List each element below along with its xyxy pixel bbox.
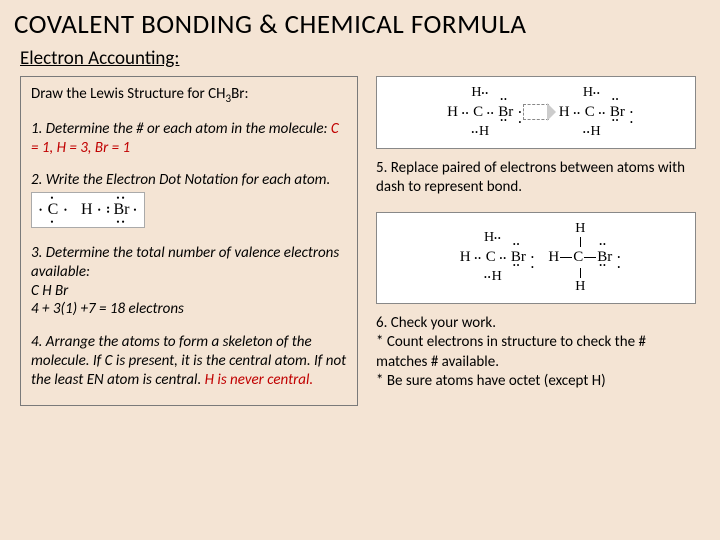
step5-text: 5. Replace paired of electrons between a… (376, 159, 685, 197)
struct-dots-copy: H•• H •• C •• ••Br•••• ••H (460, 228, 526, 287)
step6-line3: * Be sure atoms have octet (except H) (376, 372, 696, 392)
atom-br: •• •• Br • •• (114, 196, 130, 224)
intro-line: Draw the Lewis Structure for CH3Br: (31, 85, 347, 106)
step-1: 1. Determine the # or each atom in the m… (31, 120, 347, 158)
right-column: H•• H •• C •• ••Br•••• ••H H•• H •• C ••… (376, 76, 696, 406)
struct-dots-left: H•• H •• C •• ••Br•••• ••H (447, 83, 513, 142)
dot-notation-box: • • C • • H • •• •• Br • •• (31, 192, 145, 228)
step-5: 5. Replace paired of electrons between a… (376, 159, 696, 198)
intro-tail: Br: (231, 85, 248, 103)
struct-bonds: H HC••Br•••• H (548, 219, 612, 297)
subtitle: Electron Accounting: (20, 47, 706, 70)
struct-dots-right: H•• H •• C •• ••Br•••• ••H (559, 83, 625, 142)
step2-text: 2. Write the Electron Dot Notation for e… (31, 171, 330, 189)
step3-line2: C H Br (31, 282, 68, 300)
arrow-icon (523, 104, 549, 120)
page-title: COVALENT BONDING & CHEMICAL FORMULA (14, 8, 706, 41)
step-3: 3. Determine the total number of valence… (31, 244, 347, 319)
step3-line3: 4 + 3(1) +7 = 18 electrons (31, 300, 184, 318)
step6-line1: 6. Check your work. (376, 314, 696, 334)
step3-line1: 3. Determine the total number of valence… (31, 244, 339, 281)
step4-highlight: H is never central. (205, 371, 314, 389)
step-6: 6. Check your work. * Count electrons in… (376, 314, 696, 392)
left-column: Draw the Lewis Structure for CH3Br: 1. D… (20, 76, 358, 406)
intro-text: Draw the Lewis Structure for CH (31, 85, 226, 103)
content-columns: Draw the Lewis Structure for CH3Br: 1. D… (20, 76, 706, 406)
step-4: 4. Arrange the atoms to form a skeleton … (31, 333, 347, 389)
atom-h: H • (80, 200, 94, 220)
atom-h-label: H (80, 200, 94, 220)
skeleton-arrange-diagram: H•• H •• C •• ••Br•••• ••H H•• H •• C ••… (376, 76, 696, 149)
bond-replace-diagram: H•• H •• C •• ••Br•••• ••H H HC••Br•••• … (376, 212, 696, 304)
step-2: 2. Write the Electron Dot Notation for e… (31, 171, 347, 230)
step1-text: 1. Determine the # or each atom in the m… (31, 120, 331, 138)
step6-line2: * Count electrons in structure to check … (376, 333, 696, 372)
atom-c: • • C • • (46, 196, 60, 224)
